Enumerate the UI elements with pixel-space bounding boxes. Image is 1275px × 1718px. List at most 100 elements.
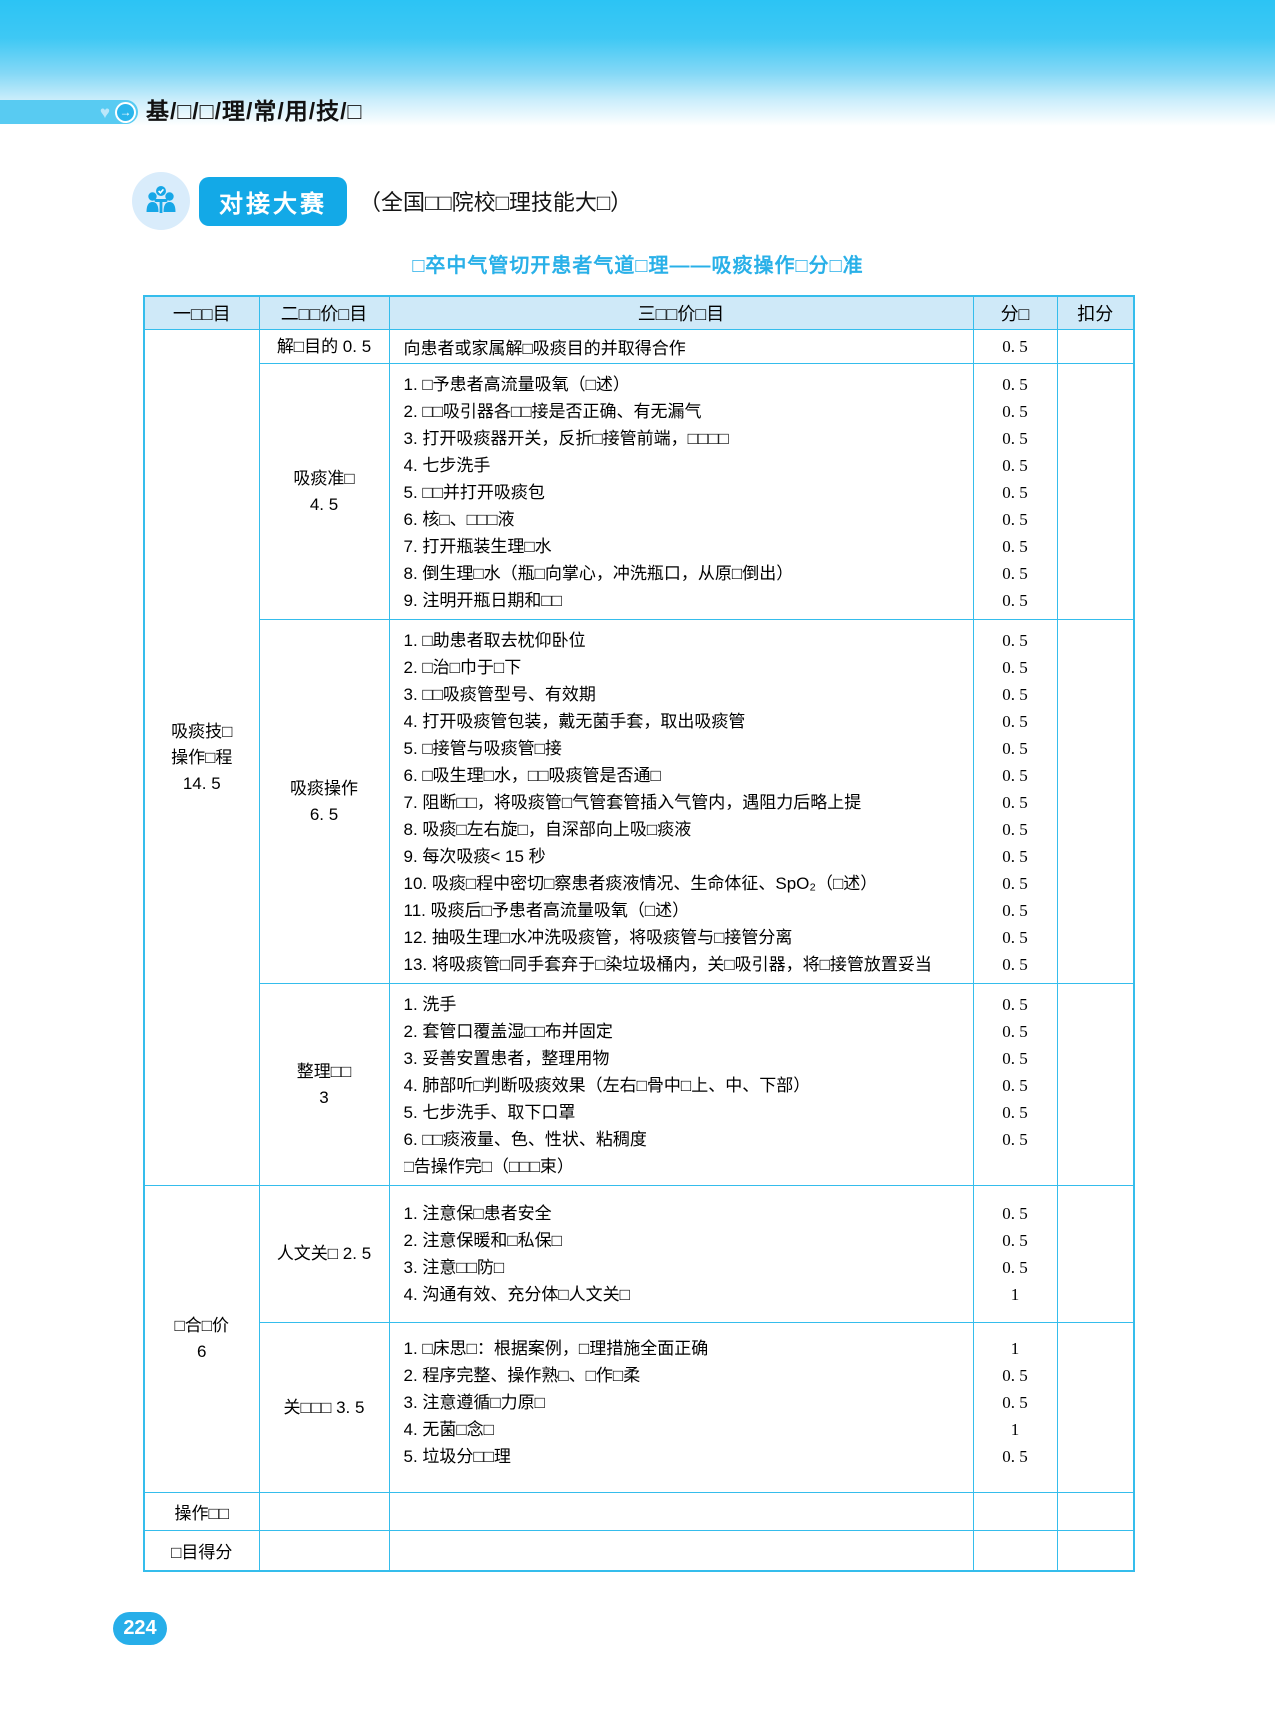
- level2-label-line: 关□□□ 3. 5: [283, 1397, 365, 1417]
- item-line: 1. □助患者取去枕仰卧位: [403, 631, 586, 650]
- table-row: 吸痰技□ 操作□程 14. 5 解□目的 0. 5 向患者或家属解□吸痰目的并取得合…: [143, 329, 1135, 1186]
- arrow-glyph: →: [117, 103, 134, 121]
- item-line: 9. 每次吸痰< 15 秒: [403, 847, 546, 866]
- score-line: 0. 5: [1002, 820, 1028, 839]
- level1-cell-overall: □合□价 6: [143, 1185, 260, 1493]
- score-line: 0. 5: [1002, 955, 1028, 974]
- item-line: 3. 妥善安置患者，整理用物: [403, 1049, 610, 1068]
- score-line: 0. 5: [1002, 1076, 1028, 1095]
- score-line: 1: [1010, 1420, 1020, 1439]
- item-line: 9. 注明开瓶日期和□□: [403, 591, 562, 610]
- level2-cell-tidy: 整理□□ 3: [258, 983, 390, 1186]
- score-line: 0. 5: [1002, 712, 1028, 731]
- score-line: 0. 5: [1002, 1130, 1028, 1149]
- item-line: 1. □床思□：根据案例，□理措施全面正确: [403, 1339, 709, 1358]
- level2-cell-key: 关□□□ 3. 5: [258, 1322, 390, 1493]
- score-cell: 0. 5: [972, 329, 1058, 364]
- score-line: 0. 5: [1002, 1022, 1028, 1041]
- deduction-cell: [1056, 1322, 1135, 1493]
- table-row: 关□□□ 3. 5 1. □床思□：根据案例，□理措施全面正确 2. 程序完整、操…: [144, 1322, 1135, 1493]
- score-line: 0. 5: [1002, 847, 1028, 866]
- level2-cell-explain: 解□目的 0. 5: [258, 329, 390, 364]
- empty-cell: [258, 1492, 390, 1531]
- table-row: 吸痰操作 6. 5 1. □助患者取去枕仰卧位 2. □治□巾于□下 3. □□吸痰管…: [144, 619, 1135, 984]
- header-level2: 二□□价□目: [258, 295, 390, 330]
- score-line: 0. 5: [1002, 685, 1028, 704]
- item-line: 13. 将吸痰管□同手套弃于□染垃圾桶内，关□吸引器，将□接管放置妥当: [403, 955, 932, 974]
- level1-label-line: 操作□程: [171, 747, 233, 767]
- score-line: 0. 5: [1002, 537, 1028, 556]
- item-line: 11. 吸痰后□予患者高流量吸氧（□述）: [403, 901, 690, 920]
- level2-label-line: 整理□□: [296, 1061, 352, 1081]
- level2-label-line: 4. 5: [309, 494, 339, 514]
- score-line: 0. 5: [1002, 1258, 1028, 1277]
- arrow-right-icon: →: [115, 101, 136, 123]
- item-line: 5. □□并打开吸痰包: [403, 483, 545, 502]
- score-line: 0. 5: [1002, 510, 1028, 529]
- level1-label-line: 6: [197, 1342, 207, 1361]
- item-line: 10. 吸痰□程中密切□察患者痰液情况、生命体征、SpO₂（□述）: [403, 874, 878, 893]
- heart-icon: ♥: [99, 102, 110, 122]
- badge-subtitle: （全国□□院校□理技能大□）: [359, 190, 633, 215]
- item-line: 2. □□吸引器各□□接是否正确、有无漏气: [403, 402, 702, 421]
- header-deduction: 扣分: [1056, 295, 1135, 330]
- table-row: 吸痰准□ 4. 5 1. □予患者高流量吸氧（□述） 2. □□吸引器各□□接是否正…: [144, 363, 1135, 620]
- items-cell: 1. □床思□：根据案例，□理措施全面正确 2. 程序完整、操作熟□、□作□柔 3.…: [388, 1322, 974, 1493]
- score-line: 0. 5: [1002, 901, 1028, 920]
- score-line: 0. 5: [1002, 631, 1028, 650]
- item-line: 3. 注意遵循□力原□: [403, 1393, 545, 1412]
- score-line: 0. 5: [1002, 995, 1028, 1014]
- score-line: 1: [1010, 1285, 1020, 1304]
- deduction-cell: [1056, 619, 1135, 984]
- level2-cell-preparation: 吸痰准□ 4. 5: [258, 363, 390, 620]
- item-line: 1. 洗手: [403, 995, 457, 1014]
- item-line: 3. □□吸痰管型号、有效期: [403, 685, 596, 704]
- deduction-cell: [1056, 363, 1135, 620]
- item-line: 5. □接管与吸痰管□接: [403, 739, 562, 758]
- footer-label-cell: □目得分: [143, 1530, 260, 1571]
- item-line: 4. 无菌□念□: [403, 1420, 494, 1439]
- deduction-cell: [1056, 1185, 1135, 1323]
- badge-button: 对接大赛: [199, 176, 347, 226]
- empty-cell: [388, 1492, 974, 1531]
- empty-cell: [1056, 1492, 1135, 1531]
- score-line: 0. 5: [1002, 1103, 1028, 1122]
- header-score: 分□: [972, 295, 1058, 330]
- item-line: 5. 垃圾分□□理: [403, 1447, 511, 1466]
- item-line: □告操作完□（□□□束）: [403, 1157, 574, 1176]
- level2-label-line: 人文关□ 2. 5: [276, 1244, 372, 1263]
- item-line: 2. 套管口覆盖湿□□布并固定: [403, 1022, 613, 1041]
- score-line: 0. 5: [1002, 591, 1028, 610]
- score-line: 0. 5: [1002, 793, 1028, 812]
- item-line: 1. □予患者高流量吸氧（□述）: [403, 375, 630, 394]
- items-cell: 1. 注意保□患者安全 2. 注意保暖和□私保□ 3. 注意□□防□ 4. 沟通有效、…: [388, 1185, 974, 1323]
- items-cell: 1. 洗手 2. 套管口覆盖湿□□布并固定 3. 妥善安置患者，整理用物 4. 肺部听…: [388, 983, 974, 1186]
- score-line: 0. 5: [1002, 1049, 1028, 1068]
- score-cell: 0. 5 0. 5 0. 5 0. 5 0. 5 0. 5 0. 5 0. 5 0. 5: [972, 363, 1058, 620]
- item-line: 8. 倒生理□水（瓶□向掌心，冲洗瓶口，从原□倒出）: [403, 564, 794, 583]
- level1-label-line: □合□价: [174, 1316, 230, 1335]
- item-line: 5. 七步洗手、取下口罩: [403, 1103, 576, 1122]
- items-cell: 1. □予患者高流量吸氧（□述） 2. □□吸引器各□□接是否正确、有无漏气 3. …: [388, 363, 974, 620]
- level2-label-line: 吸痰准□: [293, 468, 355, 488]
- level2-label-line: 6. 5: [309, 804, 339, 824]
- item-line: 7. 阻断□□，将吸痰管□气管套管插入气管内，遇阻力后略上提: [403, 793, 862, 812]
- score-line: 0. 5: [1002, 483, 1028, 502]
- score-line: 0. 5: [1002, 402, 1028, 421]
- item-line: 6. □吸生理□水，□□吸痰管是否通□: [403, 766, 661, 785]
- top-gradient-banner: [0, 0, 1275, 126]
- page-number-badge: 224: [113, 1612, 167, 1645]
- item-line: 2. □治□巾于□下: [403, 658, 522, 677]
- table-title: □卒中气管切开患者气道□理——吸痰操作□分□准: [412, 255, 864, 277]
- chapter-strip: ♥ →: [0, 100, 138, 124]
- table-row-operation-time: 操作□□: [143, 1492, 1135, 1531]
- score-line: 0. 5: [1002, 1366, 1028, 1385]
- table-header-row: 一□□目 二□□价□目 三□□价□目 分□ 扣分: [143, 295, 1135, 330]
- score-cell: 1 0. 5 0. 5 1 0. 5: [972, 1322, 1058, 1493]
- score-cell: 0. 5 0. 5 0. 5 1: [972, 1185, 1058, 1323]
- score-line: 0. 5: [1002, 375, 1028, 394]
- score-line: 0. 5: [1002, 1231, 1028, 1250]
- item-line: 2. 程序完整、操作熟□、□作□柔: [403, 1366, 641, 1385]
- item-line: 12. 抽吸生理□水冲洗吸痰管，将吸痰管与□接管分离: [403, 928, 793, 947]
- header-level1: 一□□目: [143, 295, 260, 330]
